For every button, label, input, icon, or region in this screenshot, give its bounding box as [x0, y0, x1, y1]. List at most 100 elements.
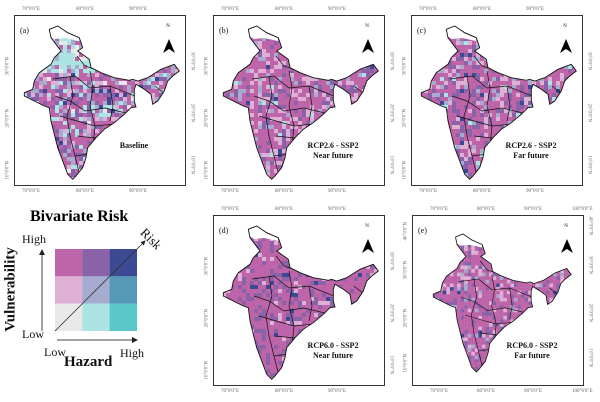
- risk-cell: [350, 181, 354, 185]
- risk-cell: [71, 137, 76, 142]
- risk-cell: [544, 173, 549, 178]
- risk-cell: [103, 117, 108, 122]
- risk-cell: [79, 109, 84, 114]
- longitude-tick-top: 70°0'0"E: [22, 7, 40, 12]
- risk-cell: [75, 97, 80, 102]
- risk-cell: [508, 113, 513, 118]
- risk-cell: [448, 121, 453, 126]
- risk-cell: [428, 89, 433, 94]
- risk-cell: [119, 101, 124, 106]
- risk-cell: [358, 181, 362, 185]
- risk-cell: [318, 69, 323, 74]
- risk-cell: [338, 53, 343, 58]
- risk-cell: [67, 141, 72, 146]
- risk-cell: [436, 61, 441, 66]
- risk-cell: [358, 113, 363, 118]
- risk-cell: [432, 125, 437, 130]
- risk-cell: [552, 129, 557, 134]
- risk-cell: [346, 29, 351, 34]
- risk-cell: [508, 97, 513, 102]
- risk-cell: [476, 165, 481, 170]
- risk-cell: [444, 93, 449, 98]
- risk-cell: [99, 105, 104, 110]
- risk-cell: [378, 177, 379, 180]
- risk-cell: [286, 229, 291, 234]
- risk-cell: [238, 97, 243, 102]
- risk-cell: [314, 177, 319, 180]
- risk-cell: [358, 81, 363, 86]
- risk-cell: [322, 229, 327, 234]
- risk-cell: [520, 121, 525, 126]
- risk-cell: [310, 57, 315, 62]
- risk-cell: [528, 97, 533, 102]
- risk-cell: [520, 181, 524, 185]
- risk-cell: [322, 169, 327, 174]
- risk-cell: [456, 45, 461, 50]
- risk-cell: [234, 173, 239, 178]
- risk-cell: [55, 89, 60, 94]
- risk-cell: [318, 53, 323, 58]
- risk-cell: [342, 113, 347, 118]
- risk-cell: [362, 53, 367, 58]
- risk-cell: [484, 61, 489, 66]
- risk-cell: [508, 101, 513, 106]
- risk-cell: [366, 121, 371, 126]
- risk-cell: [378, 26, 379, 30]
- map-panel: (d) N RCP6.0 - SSP2 Near future 70°0'0"E 70°0…: [205, 207, 394, 394]
- risk-cell: [468, 181, 472, 185]
- risk-cell: [314, 113, 319, 118]
- risk-cell: [314, 105, 319, 110]
- risk-cell: [468, 61, 473, 66]
- risk-cell: [444, 77, 449, 82]
- risk-cell: [99, 93, 104, 98]
- risk-cell: [278, 229, 283, 234]
- risk-cell: [492, 133, 497, 138]
- risk-cell: [460, 177, 465, 180]
- risk-cell: [242, 149, 247, 154]
- risk-cell: [374, 97, 379, 102]
- risk-cell: [362, 173, 367, 178]
- risk-cell: [444, 181, 448, 185]
- risk-cell: [286, 233, 291, 238]
- risk-cell: [167, 65, 172, 70]
- risk-cell: [424, 105, 429, 110]
- risk-cell: [496, 129, 501, 134]
- risk-cell: [147, 89, 152, 94]
- risk-cell: [476, 45, 481, 50]
- risk-cell: [532, 69, 537, 74]
- risk-cell: [520, 29, 525, 34]
- risk-cell: [476, 53, 481, 58]
- risk-cell: [302, 53, 307, 58]
- risk-cell: [342, 49, 347, 54]
- risk-cell: [540, 181, 544, 185]
- risk-cell: [326, 81, 331, 86]
- risk-cell: [472, 97, 477, 102]
- risk-cell: [151, 101, 156, 106]
- risk-cell: [310, 181, 314, 185]
- risk-cell: [492, 53, 497, 58]
- risk-cell: [338, 229, 343, 234]
- risk-cell: [472, 149, 477, 154]
- risk-cell: [254, 85, 259, 90]
- risk-cell: [270, 157, 275, 162]
- risk-cell: [552, 169, 557, 174]
- risk-cell: [504, 161, 509, 166]
- risk-cell: [421, 57, 425, 62]
- map-frame: [213, 15, 385, 186]
- risk-cell: [63, 109, 68, 114]
- risk-cell: [436, 26, 441, 30]
- risk-cell: [51, 97, 56, 102]
- risk-cell: [484, 109, 489, 114]
- risk-cell: [286, 97, 291, 102]
- risk-cell: [282, 57, 287, 62]
- risk-cell: [512, 105, 517, 110]
- risk-cell: [460, 65, 465, 70]
- risk-cell: [83, 89, 88, 94]
- risk-cell: [370, 105, 375, 110]
- risk-cell: [254, 133, 259, 138]
- risk-cell: [282, 73, 287, 78]
- risk-cell: [39, 81, 44, 86]
- risk-cell: [444, 45, 449, 50]
- risk-cell: [342, 173, 347, 178]
- risk-cell: [552, 53, 557, 58]
